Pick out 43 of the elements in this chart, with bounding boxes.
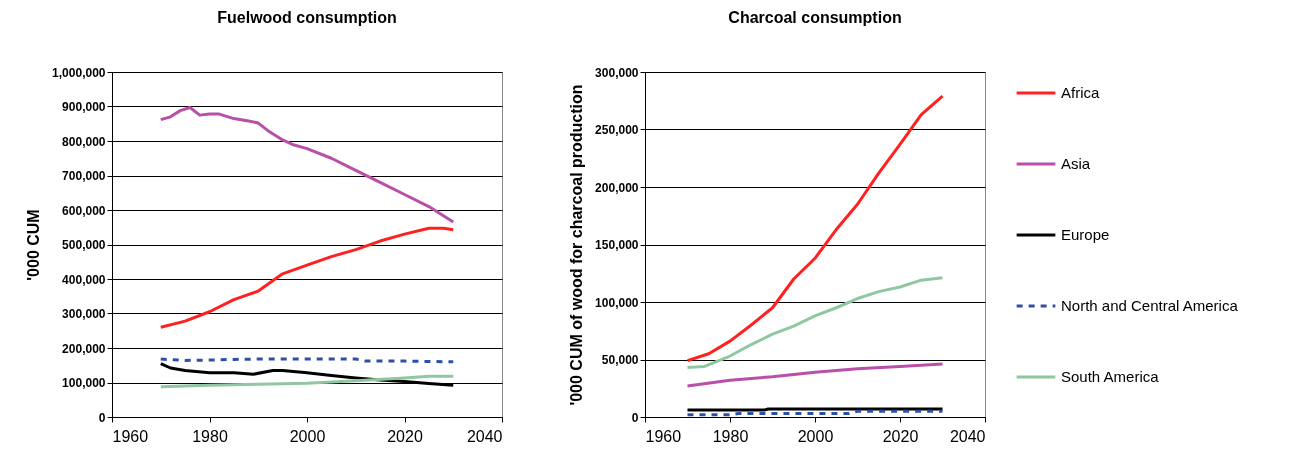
y-tick-label: 700,000 <box>62 169 106 183</box>
y-axis-title: '000 CUM <box>25 209 43 281</box>
y-tick-label: 200,000 <box>595 180 639 195</box>
line-series <box>159 374 455 389</box>
legend-label: South America <box>1061 368 1160 385</box>
chart-title: Charcoal consumption <box>728 9 902 26</box>
x-tick-label: 1960 <box>645 427 682 445</box>
x-tick-label: 2000 <box>289 427 326 445</box>
x-tick-label: 1960 <box>112 427 149 445</box>
y-axis-title: '000 CUM of wood for charcoal production <box>568 84 586 406</box>
y-tick-label: 300,000 <box>595 65 639 80</box>
x-tick-label: 2020 <box>882 427 919 445</box>
line-series <box>686 362 944 388</box>
y-tick-label: 0 <box>98 410 106 425</box>
y-tick-label: 100,000 <box>62 376 106 390</box>
line-series <box>686 276 944 370</box>
line-series <box>159 226 455 329</box>
y-tick-label: 300,000 <box>62 307 106 321</box>
y-tick-label: 600,000 <box>62 203 106 218</box>
y-tick-label: 400,000 <box>62 272 106 287</box>
y-tick-label: 100,000 <box>595 295 639 310</box>
y-tick-label: 1,000,000 <box>52 65 106 80</box>
y-tick-label: 50,000 <box>601 353 639 367</box>
y-tick-label: 200,000 <box>62 341 106 356</box>
y-tick-label: 900,000 <box>62 100 106 114</box>
x-tick-label: 2040 <box>949 427 986 445</box>
x-tick-label: 1980 <box>712 427 749 445</box>
y-tick-label: 150,000 <box>595 238 639 252</box>
x-tick-label: 2020 <box>387 427 423 445</box>
legend-label: North and Central America <box>1061 297 1239 314</box>
y-tick-label: 500,000 <box>62 238 106 252</box>
legend-label: Africa <box>1061 84 1100 101</box>
y-tick-label: 0 <box>631 410 639 425</box>
y-tick-label: 250,000 <box>595 123 639 137</box>
y-tick-label: 800,000 <box>62 134 106 149</box>
x-tick-label: 2040 <box>466 427 503 445</box>
x-tick-label: 1980 <box>192 427 228 445</box>
x-tick-label: 2000 <box>797 427 834 445</box>
legend-label: Asia <box>1061 155 1091 172</box>
line-series <box>159 106 455 224</box>
legend-label: Europe <box>1061 226 1110 243</box>
line-series <box>686 94 944 363</box>
chart-title: Fuelwood consumption <box>217 9 397 26</box>
